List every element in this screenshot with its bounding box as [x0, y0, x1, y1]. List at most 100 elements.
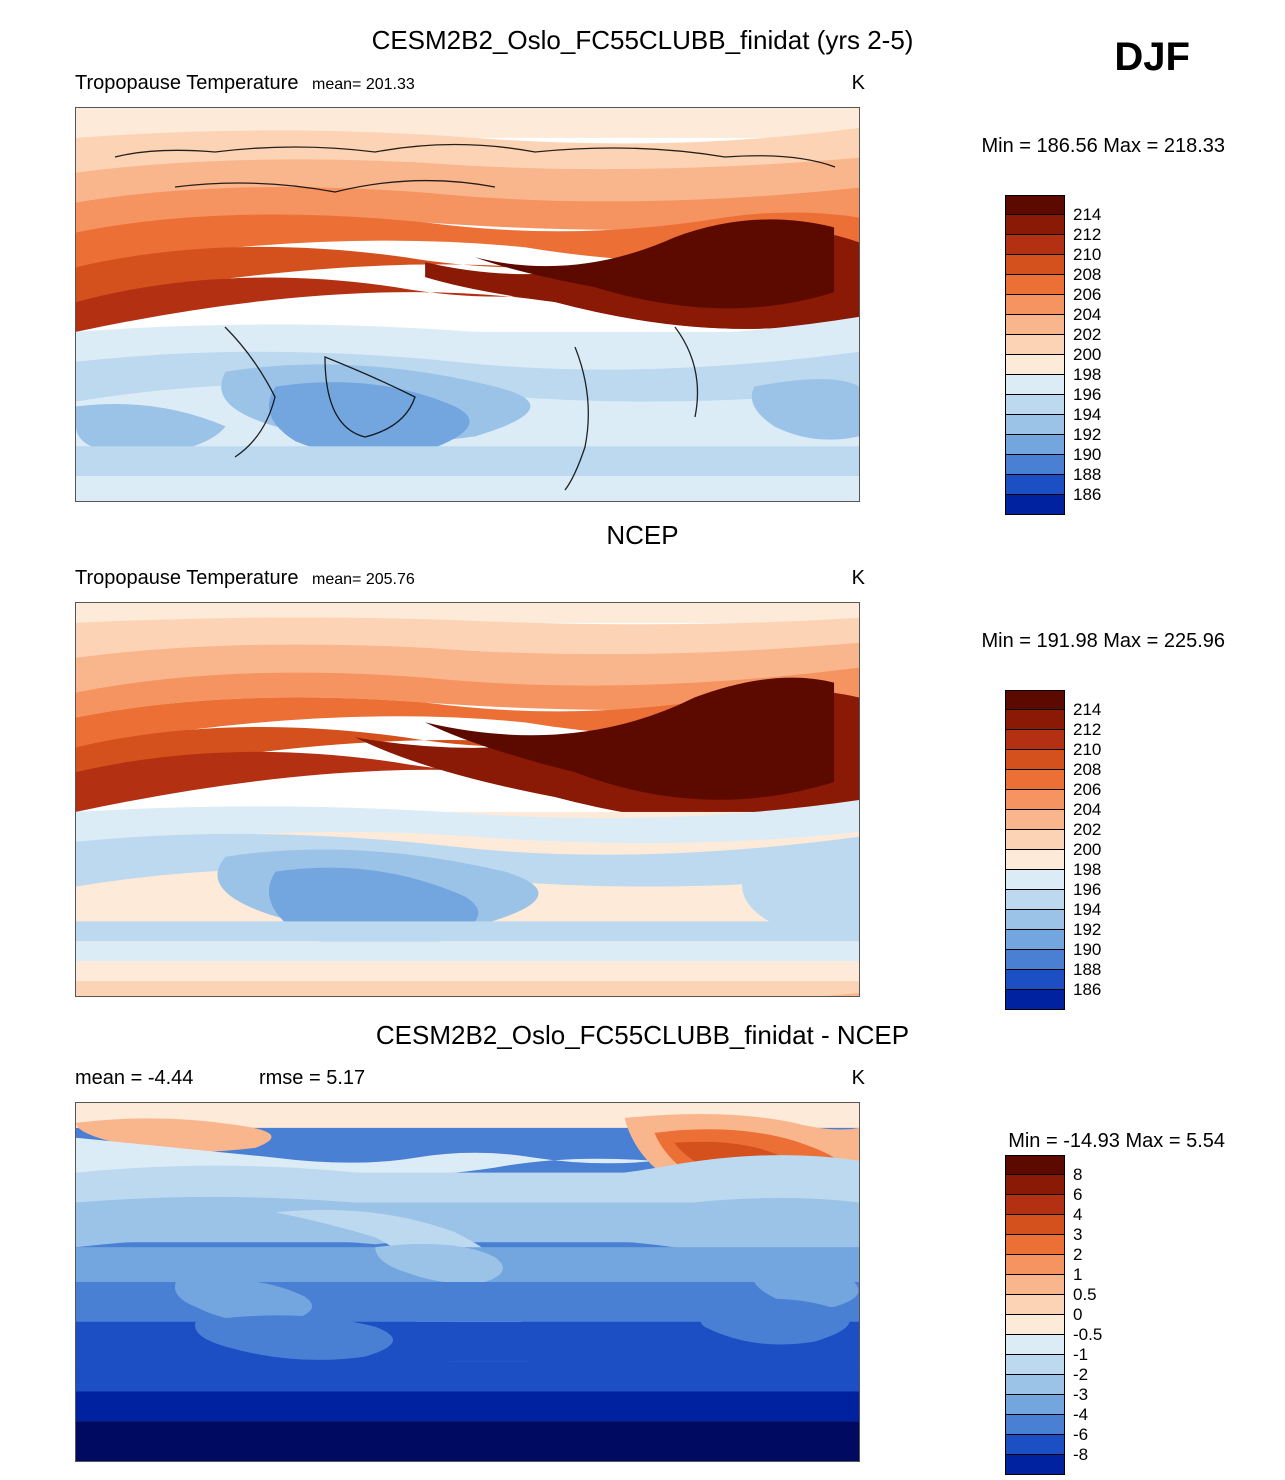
colorbar-tick-2-7: 200 — [1073, 840, 1101, 860]
colorbar-swatch-1-5 — [1005, 295, 1065, 315]
colorbar-swatch-1-11 — [1005, 415, 1065, 435]
panel3-subtitle: mean = -4.44 rmse = 5.17 — [75, 1067, 365, 1090]
colorbar-tick-1-1: 212 — [1073, 225, 1101, 245]
colorbar-tick-2-3: 208 — [1073, 760, 1101, 780]
colorbar-tick-3-7: 0 — [1073, 1305, 1082, 1325]
panel3-title: CESM2B2_Oslo_FC55CLUBB_finidat - NCEP — [0, 1020, 1285, 1051]
colorbar-tick-2-2: 210 — [1073, 740, 1101, 760]
colorbar-swatch-1-2 — [1005, 235, 1065, 255]
colorbar-swatch-3-12 — [1005, 1395, 1065, 1415]
panel1-subtitle: Tropopause Temperature mean= 201.33 — [75, 72, 415, 95]
colorbar-swatch-3-5 — [1005, 1255, 1065, 1275]
panel2-colorbar: 214 212 210 208 206 204 202 200 198 196 194 192 190 1… — [1005, 690, 1135, 1010]
colorbar-tick-3-14: -8 — [1073, 1445, 1088, 1465]
colorbar-tick-3-0: 8 — [1073, 1165, 1082, 1185]
colorbar-swatch-2-13 — [1005, 950, 1065, 970]
colorbar-tick-1-13: 188 — [1073, 465, 1101, 485]
djf-label: DJF — [1114, 35, 1190, 80]
colorbar-tick-2-6: 202 — [1073, 820, 1101, 840]
colorbar-tick-1-9: 196 — [1073, 385, 1101, 405]
colorbar-tick-1-11: 192 — [1073, 425, 1101, 445]
colorbar-swatch-3-0 — [1005, 1155, 1065, 1175]
panel2-map — [75, 602, 860, 997]
colorbar-swatch-3-4 — [1005, 1235, 1065, 1255]
colorbar-tick-3-4: 2 — [1073, 1245, 1082, 1265]
colorbar-swatch-1-12 — [1005, 435, 1065, 455]
colorbar-swatch-1-8 — [1005, 355, 1065, 375]
colorbar-swatch-1-10 — [1005, 395, 1065, 415]
colorbar-swatch-1-4 — [1005, 275, 1065, 295]
colorbar-tick-2-4: 206 — [1073, 780, 1101, 800]
colorbar-tick-3-12: -4 — [1073, 1405, 1088, 1425]
colorbar-tick-1-14: 186 — [1073, 485, 1101, 505]
colorbar-tick-2-14: 186 — [1073, 980, 1101, 1000]
colorbar-swatch-1-3 — [1005, 255, 1065, 275]
colorbar-tick-1-5: 204 — [1073, 305, 1101, 325]
panel2-title: NCEP — [0, 520, 1285, 551]
panel2-subtitle: Tropopause Temperature mean= 205.76 — [75, 567, 415, 590]
colorbar-tick-2-8: 198 — [1073, 860, 1101, 880]
colorbar-tick-3-8: -0.5 — [1073, 1325, 1102, 1345]
colorbar-swatch-3-1 — [1005, 1175, 1065, 1195]
colorbar-swatch-2-2 — [1005, 730, 1065, 750]
colorbar-tick-2-0: 214 — [1073, 700, 1101, 720]
colorbar-tick-2-13: 188 — [1073, 960, 1101, 980]
colorbar-swatch-1-6 — [1005, 315, 1065, 335]
colorbar-swatch-2-3 — [1005, 750, 1065, 770]
panel1-units: K — [852, 72, 865, 95]
colorbar-swatch-3-7 — [1005, 1295, 1065, 1315]
colorbar-tick-3-9: -1 — [1073, 1345, 1088, 1365]
colorbar-swatch-3-13 — [1005, 1415, 1065, 1435]
colorbar-tick-3-5: 1 — [1073, 1265, 1082, 1285]
colorbar-swatch-2-5 — [1005, 790, 1065, 810]
colorbar-swatch-3-14 — [1005, 1435, 1065, 1455]
colorbar-tick-2-9: 196 — [1073, 880, 1101, 900]
colorbar-swatch-2-12 — [1005, 930, 1065, 950]
colorbar-tick-2-10: 194 — [1073, 900, 1101, 920]
colorbar-swatch-3-2 — [1005, 1195, 1065, 1215]
colorbar-tick-3-1: 6 — [1073, 1185, 1082, 1205]
colorbar-tick-1-4: 206 — [1073, 285, 1101, 305]
colorbar-tick-2-11: 192 — [1073, 920, 1101, 940]
panel3-map — [75, 1102, 860, 1462]
colorbar-swatch-2-6 — [1005, 810, 1065, 830]
colorbar-tick-2-5: 204 — [1073, 800, 1101, 820]
colorbar-swatch-1-7 — [1005, 335, 1065, 355]
panel3-units: K — [852, 1067, 865, 1090]
colorbar-swatch-3-3 — [1005, 1215, 1065, 1235]
panel2-units: K — [852, 567, 865, 590]
colorbar-swatch-2-0 — [1005, 690, 1065, 710]
colorbar-swatch-2-9 — [1005, 870, 1065, 890]
colorbar-tick-3-11: -3 — [1073, 1385, 1088, 1405]
colorbar-swatch-2-14 — [1005, 970, 1065, 990]
colorbar-swatch-1-1 — [1005, 215, 1065, 235]
colorbar-tick-3-3: 3 — [1073, 1225, 1082, 1245]
colorbar-swatch-3-11 — [1005, 1375, 1065, 1395]
colorbar-swatch-3-8 — [1005, 1315, 1065, 1335]
colorbar-tick-1-10: 194 — [1073, 405, 1101, 425]
colorbar-swatch-2-4 — [1005, 770, 1065, 790]
colorbar-tick-3-10: -2 — [1073, 1365, 1088, 1385]
panel1-title: CESM2B2_Oslo_FC55CLUBB_finidat (yrs 2-5) — [0, 25, 1285, 56]
colorbar-tick-3-2: 4 — [1073, 1205, 1082, 1225]
colorbar-swatch-1-15 — [1005, 495, 1065, 515]
colorbar-tick-1-3: 208 — [1073, 265, 1101, 285]
colorbar-tick-3-6: 0.5 — [1073, 1285, 1097, 1305]
colorbar-swatch-2-15 — [1005, 990, 1065, 1010]
colorbar-swatch-3-9 — [1005, 1335, 1065, 1355]
panel3-colorbar: 8 6 4 3 2 1 0.5 0 -0.5 -1 -2 -3 -4 -6 -8 — [1005, 1155, 1135, 1475]
colorbar-tick-1-7: 200 — [1073, 345, 1101, 365]
panel2-minmax: Min = 191.98 Max = 225.96 — [982, 630, 1226, 653]
colorbar-tick-2-1: 212 — [1073, 720, 1101, 740]
colorbar-swatch-2-1 — [1005, 710, 1065, 730]
colorbar-tick-1-0: 214 — [1073, 205, 1101, 225]
colorbar-tick-1-2: 210 — [1073, 245, 1101, 265]
colorbar-swatch-3-6 — [1005, 1275, 1065, 1295]
colorbar-swatch-2-8 — [1005, 850, 1065, 870]
colorbar-swatch-3-10 — [1005, 1355, 1065, 1375]
colorbar-swatch-2-7 — [1005, 830, 1065, 850]
panel1-colorbar: 214 212 210 208 206 204 202 200 198 196 194 192 190 1… — [1005, 195, 1135, 515]
colorbar-tick-1-8: 198 — [1073, 365, 1101, 385]
colorbar-swatch-2-10 — [1005, 890, 1065, 910]
colorbar-tick-3-13: -6 — [1073, 1425, 1088, 1445]
